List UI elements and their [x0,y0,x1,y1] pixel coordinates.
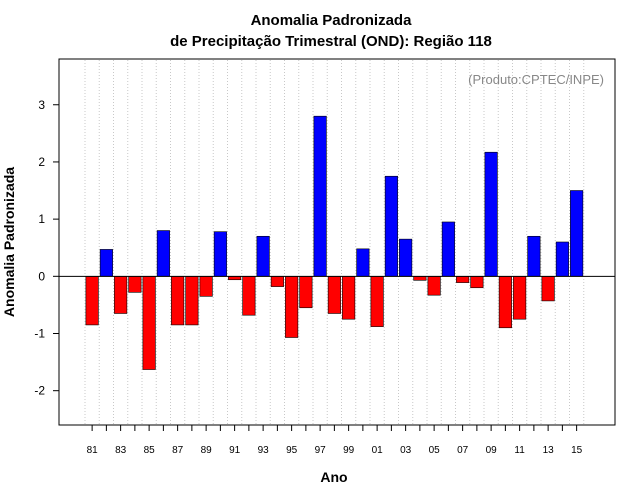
x-tick-label: 03 [400,445,412,456]
y-tick-label: 0 [38,269,45,283]
bar-89-8 [199,276,213,297]
x-tick-label: 91 [229,445,241,456]
bar-95-14 [285,276,299,338]
chart-title-line-2: de Precipitação Trimestral (OND): Região… [170,33,492,50]
x-tick-label: 07 [457,445,469,456]
x-axis-label: Ano [320,469,347,485]
bar--5 [156,230,170,277]
bar-01-20 [370,276,384,327]
x-tick-label: 01 [372,445,384,456]
x-tick-label: 09 [486,445,498,456]
bars-layer [85,115,584,370]
bar--9 [213,231,227,277]
bar-13-32 [541,276,555,302]
y-tick-label: 2 [38,155,45,169]
bar-87-6 [171,276,185,326]
x-tick-label: 83 [115,445,127,456]
bar-11-30 [513,276,527,320]
bar--17 [327,276,341,314]
x-tick-label: 97 [315,445,327,456]
bar--3 [128,276,142,293]
bar-85-4 [142,276,156,370]
bar--29 [498,276,512,329]
bar-81-0 [85,276,99,326]
y-tick-label: -2 [34,384,45,398]
x-tick-label: 85 [144,445,156,456]
y-tick-label: 3 [38,98,45,112]
bar--25 [441,221,455,277]
x-tick-label: 87 [172,445,184,456]
x-tick-label: 13 [543,445,555,456]
x-tick-label: 89 [201,445,213,456]
bar-15-34 [570,190,584,277]
bar--11 [242,276,256,316]
bar--7 [185,276,199,326]
bar--27 [470,276,484,289]
x-tick-label: 99 [343,445,355,456]
x-tick-label: 95 [286,445,298,456]
x-tick-label: 81 [87,445,99,456]
bar-07-26 [456,276,470,283]
bar-05-24 [427,276,441,296]
x-tick-label: 05 [429,445,441,456]
y-tick-label: -1 [34,327,45,341]
bar--1 [99,249,113,277]
bar-99-18 [342,276,356,320]
bar--33 [555,241,569,277]
credit-label: (Produto:CPTEC/INPE) [468,72,604,87]
grid-layer [84,60,585,424]
bar-83-2 [114,276,128,314]
y-tick-label: 1 [38,212,45,226]
bar-09-28 [484,151,498,277]
plot-frame [58,58,616,426]
bar--23 [413,276,427,281]
chart-title-line-1: Anomalia Padronizada [251,12,413,29]
x-tick-label: 15 [571,445,583,456]
y-axis-label: Anomalia Padronizada [1,167,17,317]
bar--15 [299,276,313,309]
x-tick-label: 11 [514,445,525,456]
bar-03-22 [399,238,413,277]
bar--31 [527,235,541,277]
bar-97-16 [313,115,327,277]
bar-91-10 [228,276,242,281]
bar--21 [384,175,398,277]
bar--19 [356,248,370,277]
bar--13 [270,276,284,287]
bar-93-12 [256,235,270,277]
x-tick-label: 93 [258,445,270,456]
